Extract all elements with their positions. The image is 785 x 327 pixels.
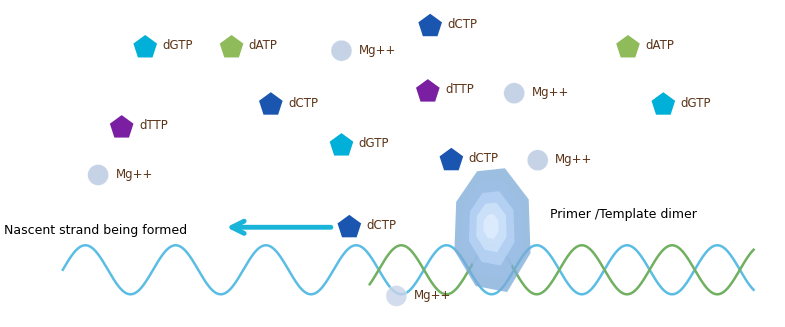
- Text: dATP: dATP: [249, 39, 278, 52]
- Ellipse shape: [88, 164, 108, 185]
- Text: Nascent strand being formed: Nascent strand being formed: [4, 224, 187, 237]
- Polygon shape: [484, 214, 498, 239]
- Polygon shape: [338, 215, 361, 237]
- Text: Mg++: Mg++: [359, 43, 396, 57]
- Ellipse shape: [386, 285, 407, 306]
- Polygon shape: [476, 203, 506, 252]
- Text: Mg++: Mg++: [414, 289, 451, 302]
- Text: Mg++: Mg++: [531, 86, 569, 99]
- Text: dTTP: dTTP: [139, 119, 168, 132]
- Polygon shape: [616, 35, 640, 58]
- Text: Mg++: Mg++: [555, 153, 593, 166]
- Text: dGTP: dGTP: [681, 96, 711, 110]
- Polygon shape: [440, 148, 463, 170]
- Polygon shape: [110, 115, 133, 138]
- Text: dGTP: dGTP: [162, 39, 193, 52]
- Polygon shape: [259, 92, 283, 115]
- Text: Mg++: Mg++: [115, 168, 153, 181]
- Polygon shape: [652, 92, 675, 115]
- Ellipse shape: [528, 150, 548, 171]
- Polygon shape: [416, 79, 440, 102]
- Ellipse shape: [504, 83, 524, 104]
- Polygon shape: [220, 35, 243, 58]
- Text: dTTP: dTTP: [445, 83, 474, 96]
- Text: dCTP: dCTP: [469, 152, 498, 165]
- Polygon shape: [462, 180, 523, 279]
- Polygon shape: [133, 35, 157, 58]
- Polygon shape: [418, 14, 442, 36]
- Polygon shape: [455, 168, 531, 292]
- Polygon shape: [469, 191, 514, 266]
- Text: dCTP: dCTP: [447, 18, 477, 31]
- Text: Primer /Template dimer: Primer /Template dimer: [550, 208, 696, 221]
- Text: dGTP: dGTP: [359, 137, 389, 150]
- Text: dCTP: dCTP: [288, 96, 318, 110]
- Ellipse shape: [331, 40, 352, 61]
- Text: dATP: dATP: [645, 39, 674, 52]
- Text: dCTP: dCTP: [367, 219, 396, 232]
- Polygon shape: [330, 133, 353, 156]
